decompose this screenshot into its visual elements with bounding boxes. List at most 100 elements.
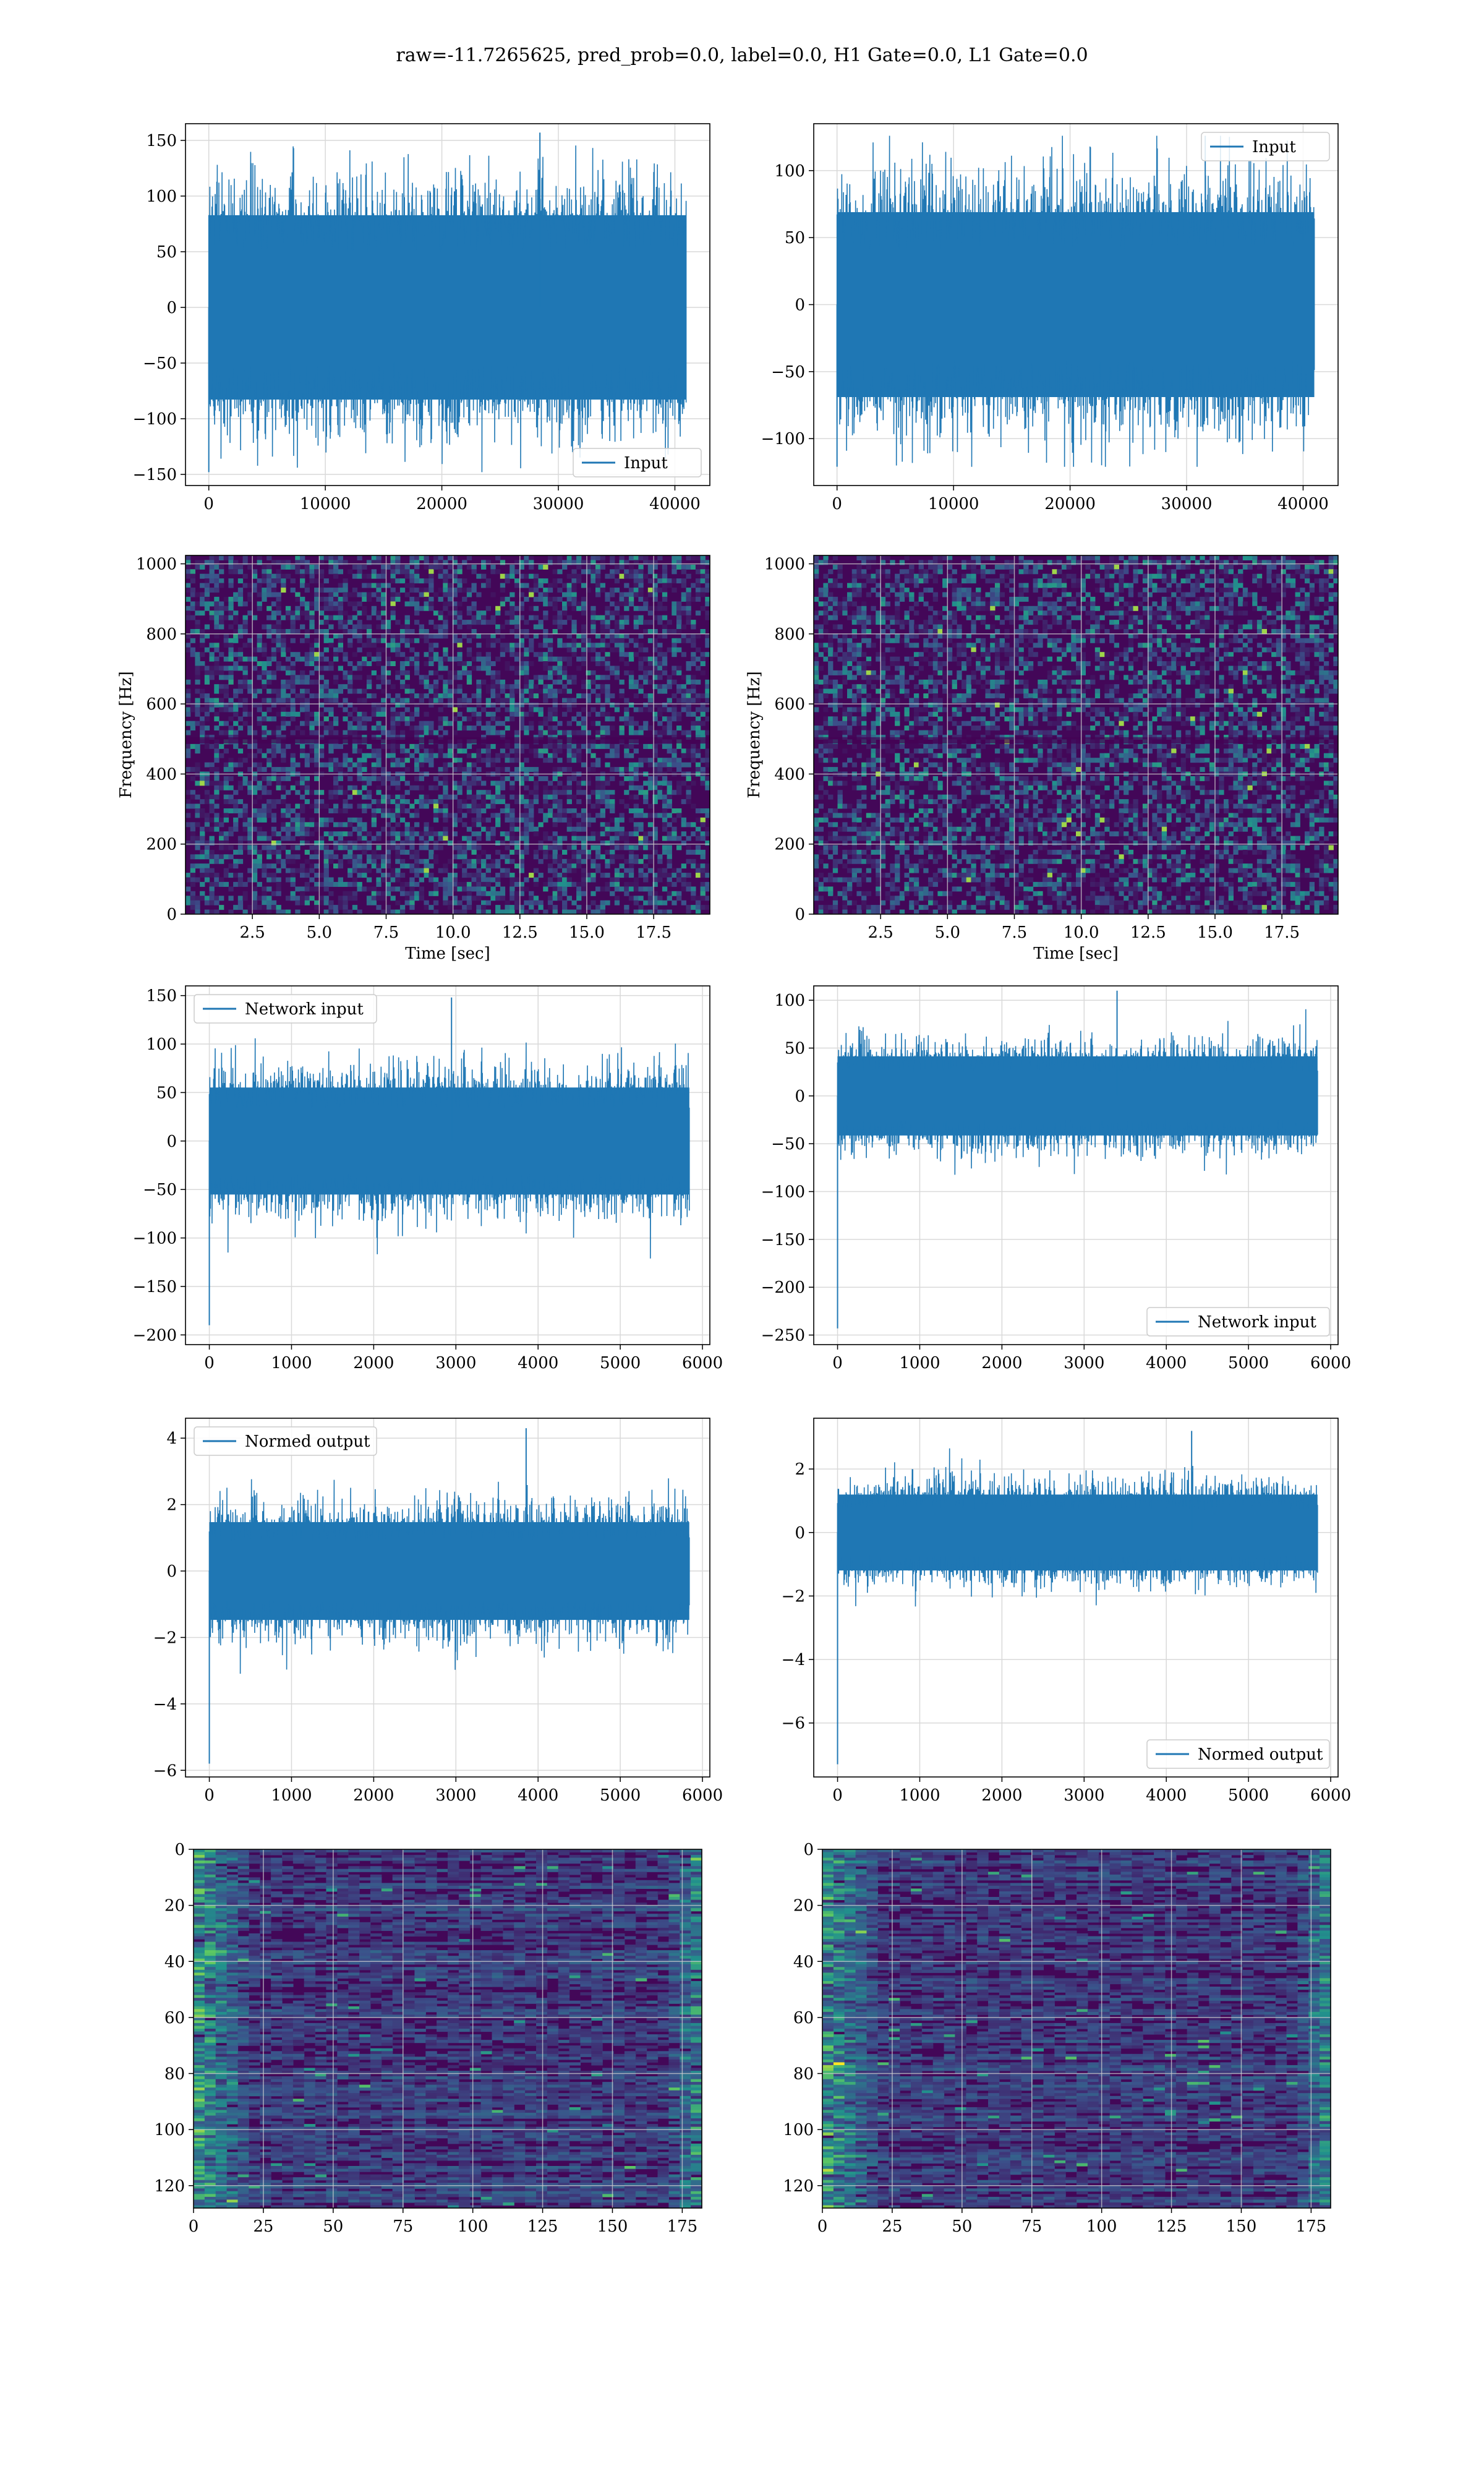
heatmap-cell [485,684,491,690]
heatmap-cell [343,799,348,805]
heatmap-cell [647,578,654,584]
heatmap-cell [257,863,262,869]
heatmap-cell [414,822,420,828]
heatmap-cell [662,684,668,690]
heatmap-cell [657,873,663,878]
heatmap-cell [652,905,658,910]
heatmap-cell [328,743,334,749]
heatmap-cell [366,896,372,901]
heatmap-cell [628,652,634,657]
heatmap-cell [257,606,262,611]
heatmap-cell [842,748,848,754]
heatmap-cell [605,675,610,680]
heatmap-cell [672,638,677,643]
heatmap-cell [223,762,229,768]
heatmap-cell [652,730,658,735]
heatmap-cell [672,707,677,713]
heatmap-cell [281,721,286,726]
heatmap-cell [223,776,229,781]
heatmap-cell [686,555,691,560]
heatmap-cell [510,909,515,914]
heatmap-cell [610,808,615,813]
heatmap-cell [338,845,343,850]
heatmap-cell [466,873,472,878]
heatmap-cell [700,564,706,570]
heatmap-cell [457,656,463,662]
heatmap-cell [586,813,591,818]
heatmap-cell [823,813,829,818]
heatmap-cell [190,601,195,607]
heatmap-cell [566,592,572,597]
heatmap-cell [500,633,506,639]
heatmap-cell [581,730,587,735]
heatmap-cell [195,905,200,910]
heatmap-cell [448,873,453,878]
heatmap-cell [481,656,487,662]
heatmap-cell [686,596,691,602]
heatmap-cell [290,564,296,570]
heatmap-cell [657,711,663,717]
heatmap-cell [672,670,677,675]
heatmap-cell [209,643,215,648]
heatmap-cell [195,688,200,694]
heatmap-cell [457,854,463,860]
heatmap-cell [652,877,658,883]
heatmap-cell [605,730,610,735]
heatmap-cell [571,647,577,653]
heatmap-cell [581,707,587,713]
heatmap-cell [837,877,843,883]
heatmap-cell [633,555,639,560]
heatmap-cell [672,601,677,607]
heatmap-cell [323,693,329,699]
heatmap-cell [571,560,577,565]
heatmap-cell [452,753,458,758]
heatmap-cell [490,743,496,749]
heatmap-cell [614,836,620,841]
heatmap-cell [547,758,553,763]
heatmap-cell [276,858,281,864]
heatmap-cell [624,748,629,754]
heatmap-cell [562,702,568,708]
heatmap-cell [348,569,353,575]
heatmap-cell [466,620,472,625]
heatmap-cell [647,564,654,570]
heatmap-cell [190,578,195,584]
heatmap-cell [695,555,701,560]
heatmap-cell [510,716,515,722]
heatmap-cell [209,886,215,892]
heatmap-cell [362,606,367,611]
heatmap-cell [237,726,244,731]
heatmap-cell [385,620,391,625]
heatmap-cell [633,592,639,597]
heatmap-cell [276,647,281,653]
heatmap-cell [581,817,587,823]
heatmap-cell [514,688,520,694]
heatmap-cell [471,666,477,671]
heatmap-cell [304,588,310,593]
heatmap-cell [448,583,453,588]
heatmap-cell [586,854,591,860]
heatmap-cell [376,711,382,717]
heatmap-cell [814,670,819,675]
heatmap-cell [295,781,301,786]
heatmap-cell [462,620,467,625]
heatmap-cell [695,905,701,910]
heatmap-cell [691,661,696,666]
heatmap-cell [276,886,281,892]
heatmap-cell [443,688,448,694]
heatmap-cell [366,781,372,786]
heatmap-cell [195,808,200,813]
heatmap-cell [219,601,224,607]
heatmap-cell [823,647,829,653]
heatmap-cell [610,841,615,845]
heatmap-cell [619,863,625,869]
heatmap-cell [237,684,244,690]
heatmap-cell [209,666,215,671]
heatmap-cell [633,826,639,832]
heatmap-cell [510,896,515,901]
heatmap-cell [519,858,524,864]
heatmap-cell [438,845,443,850]
heatmap-cell [837,726,843,731]
heatmap-cell [271,841,277,845]
heatmap-cell [242,624,248,630]
